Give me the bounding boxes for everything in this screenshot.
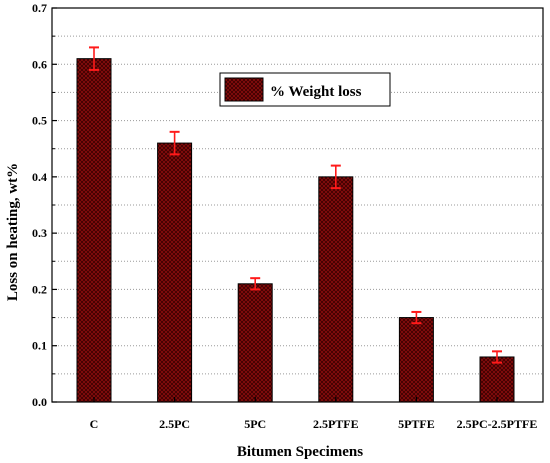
y-tick-label: 0.1	[32, 339, 47, 353]
y-tick-label: 0.4	[32, 170, 47, 184]
x-tick-label: C	[90, 417, 99, 431]
x-axis-title: Bitumen Specimens	[237, 444, 363, 460]
bar-5PC	[237, 283, 273, 403]
y-tick-label: 0.5	[32, 114, 47, 128]
gridlines	[52, 7, 543, 375]
y-axis-title: Loss on heating, wt%	[5, 163, 21, 301]
x-tick-label: 2.5PC	[159, 417, 190, 431]
bar-2.5PC-2.5PTFE	[479, 356, 515, 403]
legend-swatch	[224, 77, 264, 102]
error-bars-group	[89, 46, 502, 364]
y-tick-label: 0.6	[32, 57, 47, 71]
y-tick-label: 0.2	[32, 282, 47, 296]
y-tick-label: 0.0	[32, 395, 47, 409]
axes	[51, 7, 544, 403]
bar-2.5PC	[157, 142, 193, 403]
y-tick-label: 0.7	[32, 1, 47, 15]
bar-2.5PTFE	[318, 176, 354, 403]
y-tick-labels: 0.0 0.1 0.2 0.3 0.4 0.5 0.6 0.7	[32, 1, 47, 409]
x-tick-label: 5PTFE	[398, 417, 435, 431]
bar-C	[76, 58, 112, 403]
x-tick-labels: C 2.5PC 5PC 2.5PTFE 5PTFE 2.5PC-2.5PTFE	[90, 417, 538, 431]
x-tick-label: 2.5PC-2.5PTFE	[457, 417, 538, 431]
x-tick-label: 2.5PTFE	[313, 417, 359, 431]
bar-5PTFE	[398, 317, 434, 403]
legend: % Weight loss	[219, 72, 391, 107]
legend-label: % Weight loss	[270, 84, 362, 100]
x-tick-label: 5PC	[244, 417, 266, 431]
bars-group	[76, 58, 515, 403]
y-tick-label: 0.3	[32, 226, 47, 240]
